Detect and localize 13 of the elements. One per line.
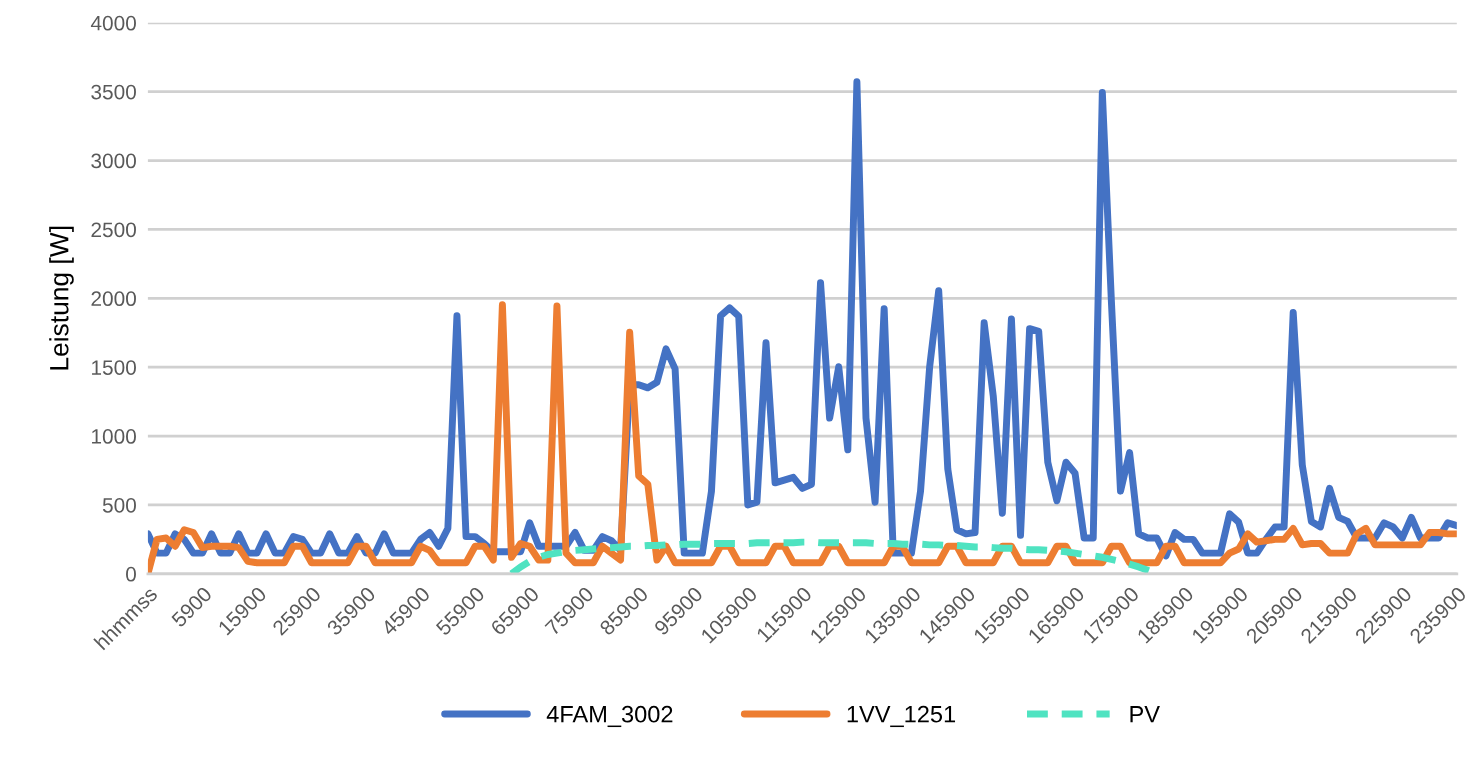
y-tick-label: 2000 bbox=[91, 291, 136, 307]
y-tick-label: 1500 bbox=[92, 360, 136, 375]
legend-label: 4FAM_3002 bbox=[546, 705, 673, 728]
y-tick-label: 3000 bbox=[91, 153, 136, 169]
y-axis-title: Leistung [W] bbox=[49, 226, 74, 370]
y-tick-label: 3500 bbox=[91, 84, 136, 100]
legend-label: 1VV_1251 bbox=[847, 705, 956, 728]
y-tick-label: 0 bbox=[126, 566, 136, 582]
y-tick-label: 1000 bbox=[92, 429, 136, 444]
legend-label: PV bbox=[1130, 706, 1160, 723]
y-tick-label: 2500 bbox=[91, 222, 136, 238]
y-tick-label: 4000 bbox=[90, 15, 136, 31]
y-tick-label: 500 bbox=[102, 497, 136, 513]
